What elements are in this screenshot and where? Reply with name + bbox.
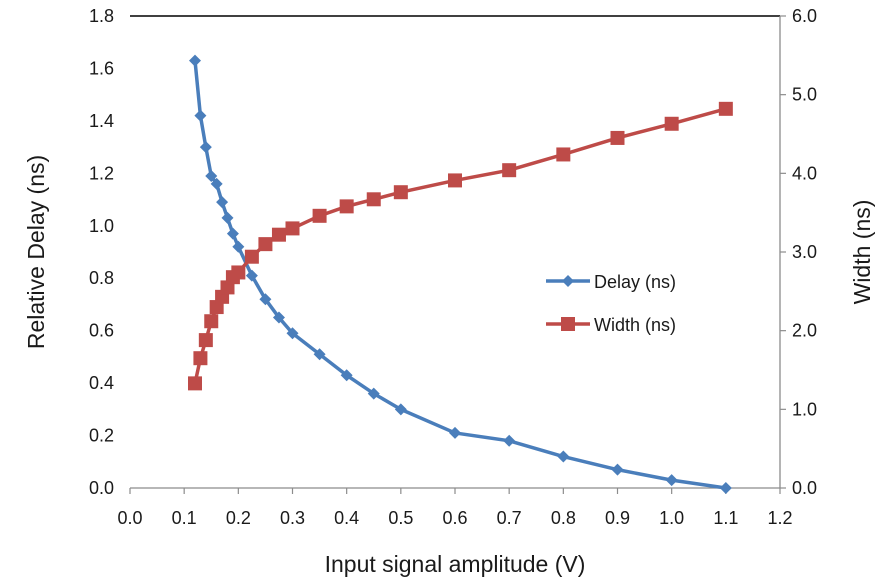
width-point xyxy=(312,208,327,223)
series-line xyxy=(193,107,727,384)
y2-tick-label: 0.0 xyxy=(792,478,817,498)
legend-swatch-marker xyxy=(561,317,575,331)
y-tick-label: 1.4 xyxy=(89,111,114,131)
delay-point xyxy=(272,311,285,324)
series-width xyxy=(188,101,733,391)
delay-point xyxy=(611,463,624,476)
delay-point xyxy=(557,450,570,463)
width-point xyxy=(393,185,408,200)
delay-point xyxy=(216,196,229,209)
y2-tick-label: 2.0 xyxy=(792,321,817,341)
delay-point xyxy=(313,348,326,361)
delay-point xyxy=(232,240,245,253)
delay-point xyxy=(199,141,212,154)
legend-label: Width (ns) xyxy=(594,315,676,335)
x-tick-label: 0.3 xyxy=(280,508,305,528)
delay-point xyxy=(449,426,461,439)
width-point xyxy=(610,130,625,145)
x-tick-label: 1.1 xyxy=(713,508,738,528)
y2-tick-label: 5.0 xyxy=(792,85,817,105)
width-point xyxy=(448,173,462,188)
delay-point xyxy=(245,269,258,282)
width-point xyxy=(204,314,219,329)
x-tick-label: 0.7 xyxy=(497,508,522,528)
x-tick-label: 0.8 xyxy=(551,508,576,528)
y-axis-title: Relative Delay (ns) xyxy=(23,155,49,349)
delay-point xyxy=(719,482,732,494)
y-tick-label: 1.8 xyxy=(89,6,114,26)
x-tick-label: 0.2 xyxy=(226,508,251,528)
y-tick-label: 0.4 xyxy=(89,373,114,393)
y2-axis-title: Width (ns) xyxy=(849,200,875,305)
delay-point xyxy=(367,387,380,400)
x-tick-label: 0.4 xyxy=(334,508,359,528)
delay-point xyxy=(286,327,299,340)
delay-point xyxy=(210,177,223,190)
width-point xyxy=(198,333,213,348)
width-point xyxy=(366,192,381,207)
width-point xyxy=(285,221,300,236)
delay-point xyxy=(205,169,218,182)
delay-point xyxy=(394,403,407,416)
delay-point xyxy=(221,211,234,224)
series-layer xyxy=(188,54,733,494)
y-tick-label: 1.6 xyxy=(89,58,114,78)
y2-tick-label: 6.0 xyxy=(792,6,817,26)
width-point xyxy=(502,163,517,178)
y-tick-label: 0.2 xyxy=(89,426,114,446)
delay-point xyxy=(226,227,239,240)
y-tick-label: 0.8 xyxy=(89,268,114,288)
x-tick-label: 1.0 xyxy=(659,508,684,528)
x-tick-label: 0.6 xyxy=(442,508,467,528)
width-point xyxy=(718,101,733,116)
width-point xyxy=(188,376,202,391)
delay-point xyxy=(259,293,272,306)
series-delay xyxy=(189,54,732,494)
y-tick-label: 1.2 xyxy=(89,163,114,183)
ticks-layer: 0.0 0.1 0.2 0.3 0.4 0.5 0.6 0.7 0.8 0.9 1.0 1.1 1.20… xyxy=(89,6,817,528)
y2-tick-label: 3.0 xyxy=(792,242,817,262)
width-point xyxy=(556,147,571,162)
x-axis-title: Input signal amplitude (V) xyxy=(325,551,586,577)
width-point xyxy=(664,116,679,131)
y2-tick-label: 4.0 xyxy=(792,163,817,183)
y-tick-label: 0.0 xyxy=(89,478,114,498)
legend: Delay (ns) Width (ns) xyxy=(546,272,676,335)
legend-swatch-marker xyxy=(562,275,574,287)
delay-point xyxy=(503,434,516,447)
x-tick-label: 0.0 xyxy=(117,508,142,528)
delay-point xyxy=(340,369,353,382)
y-tick-label: 1.0 xyxy=(89,216,114,236)
delay-point xyxy=(194,109,207,122)
y-tick-label: 0.6 xyxy=(89,321,114,341)
width-point xyxy=(244,249,259,264)
width-point xyxy=(339,199,354,214)
width-point xyxy=(231,265,246,280)
delay-point xyxy=(665,474,678,487)
x-tick-label: 1.2 xyxy=(767,508,792,528)
delay-point xyxy=(189,54,201,67)
x-tick-label: 0.5 xyxy=(388,508,413,528)
y2-tick-label: 1.0 xyxy=(792,399,817,419)
width-point xyxy=(258,237,273,252)
x-tick-label: 0.1 xyxy=(172,508,197,528)
axes-layer xyxy=(130,15,781,489)
x-tick-label: 0.9 xyxy=(605,508,630,528)
legend-label: Delay (ns) xyxy=(594,272,676,292)
width-point xyxy=(193,351,208,366)
width-point xyxy=(271,227,286,242)
